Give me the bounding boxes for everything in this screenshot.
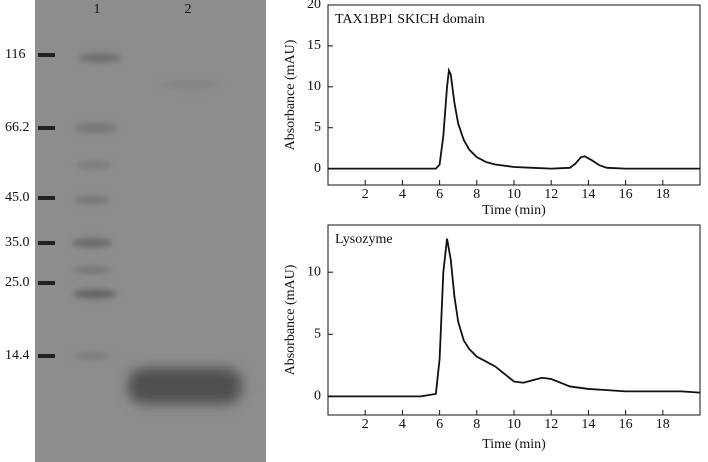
lane-label: 1 (94, 2, 101, 17)
x-tick-label: 2 (362, 187, 369, 202)
y-axis-label: Absorbance (mAU) (283, 264, 298, 375)
marker-label: 116 (5, 47, 25, 62)
x-tick-label: 14 (581, 417, 595, 432)
y-tick-label: 20 (307, 0, 321, 12)
marker-label: 35.0 (5, 235, 30, 250)
x-tick-label: 10 (507, 187, 521, 202)
line-series (328, 67, 700, 170)
x-tick-label: 6 (436, 187, 443, 202)
plot-frame (327, 224, 701, 416)
y-tick-label: 10 (307, 264, 321, 279)
marker-labels: 116 66.2 45.0 35.0 25.0 14.4 (5, 47, 30, 363)
x-tick-label: 14 (581, 187, 595, 202)
y-axis-label: Absorbance (mAU) (283, 39, 298, 150)
y-tick-label: 15 (307, 38, 321, 53)
x-tick-label: 12 (544, 417, 558, 432)
x-tick-label: 8 (473, 417, 480, 432)
x-tick-label: 4 (399, 417, 406, 432)
x-tick-label: 16 (619, 417, 633, 432)
annotation: Lysozyme (335, 232, 393, 247)
x-tick-label: 2 (362, 417, 369, 432)
lane-label: 2 (185, 2, 192, 17)
x-tick-label: 18 (656, 417, 670, 432)
x-tick-label: 16 (619, 187, 633, 202)
marker-label: 14.4 (5, 348, 30, 363)
x-tick-label: 8 (473, 187, 480, 202)
chart: 0 5 10 15 20 2 4 6 8 10 12 14 16 18 Time (min) Absorban… (283, 0, 701, 218)
y-tick-label: 0 (314, 161, 321, 176)
annotation: TAX1BP1 SKICH domain (335, 12, 485, 27)
x-tick-label: 6 (436, 417, 443, 432)
marker-label: 25.0 (5, 275, 30, 290)
y-tick-label: 5 (314, 326, 321, 341)
line-series (328, 238, 701, 398)
y-tick-label: 10 (307, 79, 321, 94)
protein-band (128, 368, 242, 404)
marker-label: 66.2 (5, 120, 30, 135)
marker-ticks (38, 53, 55, 358)
y-tick-label: 5 (314, 120, 321, 135)
chart: 0 5 10 2 4 6 8 10 12 14 16 18 Time (min) Absorbance (… (283, 224, 701, 452)
x-axis-label: Time (min) (482, 437, 546, 452)
x-tick-label: 10 (507, 417, 521, 432)
x-tick-label: 12 (544, 187, 558, 202)
x-axis-label: Time (min) (482, 203, 546, 218)
x-tick-label: 4 (399, 187, 406, 202)
gel-bands (72, 53, 220, 360)
x-tick-label: 18 (656, 187, 670, 202)
y-tick-label: 0 (314, 389, 321, 404)
plot-frame (327, 4, 701, 186)
marker-label: 45.0 (5, 190, 30, 205)
